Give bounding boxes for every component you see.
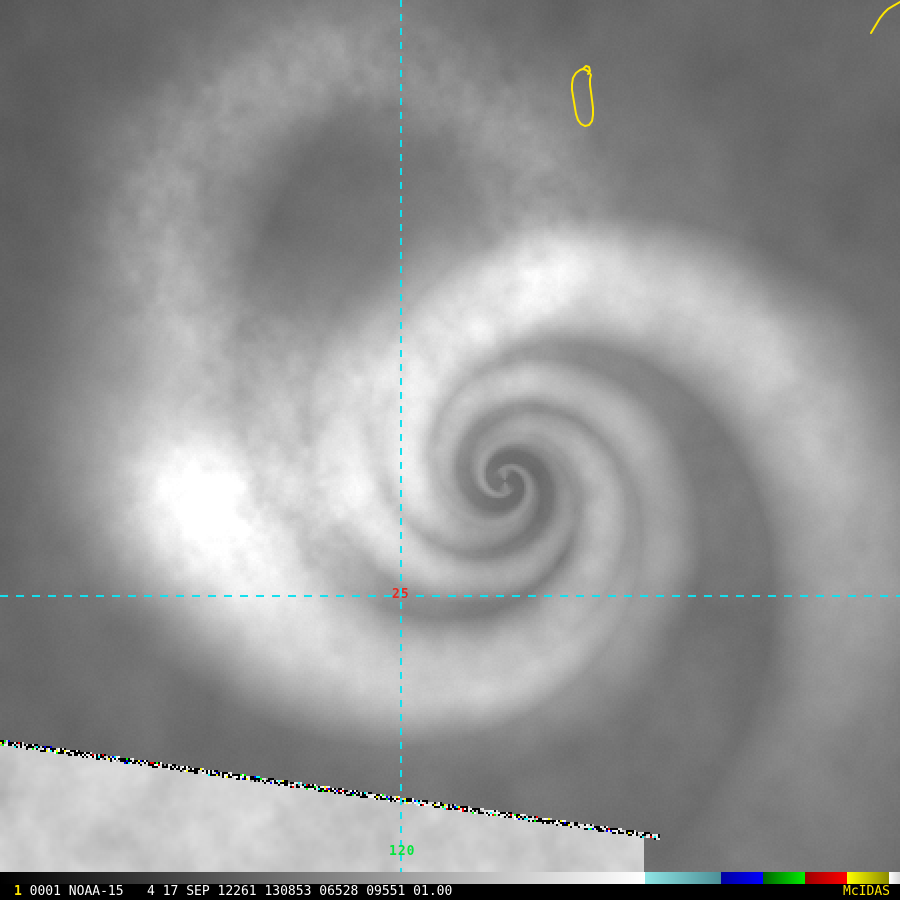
colorbar-segment-blue-band[interactable] <box>721 872 763 884</box>
satellite-image-canvas[interactable] <box>0 0 900 872</box>
colorbar-segment-cyan-band[interactable] <box>645 872 721 884</box>
colorbar-segment-gray-ramp[interactable] <box>0 872 645 884</box>
status-bar: 1 0001 NOAA-15 4 17 SEP 12261 130853 065… <box>0 884 900 900</box>
enhancement-colorbar[interactable] <box>0 872 900 884</box>
colorbar-segment-green-band[interactable] <box>763 872 805 884</box>
colorbar-segment-white-ramp[interactable] <box>889 872 900 884</box>
status-bar-text: 1 0001 NOAA-15 4 17 SEP 12261 130853 065… <box>14 884 452 900</box>
colorbar-segment-yellow-band[interactable] <box>847 872 889 884</box>
mcidas-brand-label: McIDAS <box>843 884 890 899</box>
frame-number-label: 1 <box>14 884 22 899</box>
status-detail-text: 0001 NOAA-15 4 17 SEP 12261 130853 06528… <box>21 884 453 899</box>
satellite-image-area[interactable]: 120 25 <box>0 0 900 872</box>
colorbar-segment-red-band[interactable] <box>805 872 847 884</box>
